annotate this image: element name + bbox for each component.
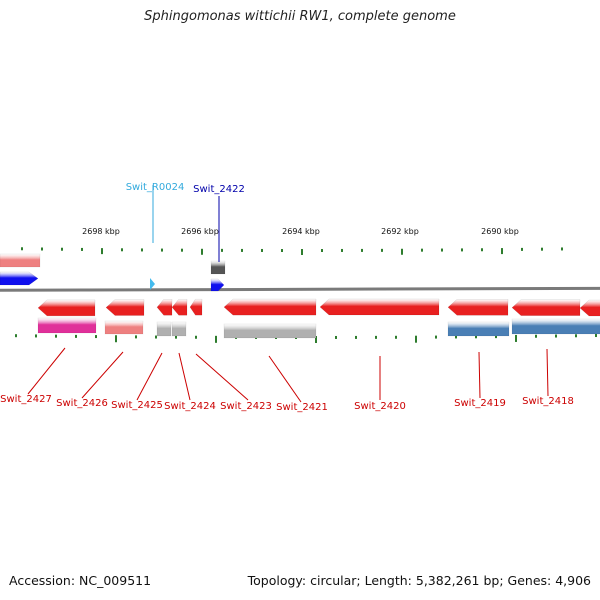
gene-feature bbox=[156, 299, 173, 316]
ruler-label: 2692 kbp bbox=[381, 227, 419, 236]
gene-feature bbox=[511, 299, 581, 316]
gene-label: Swit_2424 bbox=[164, 401, 216, 412]
gene-label: Swit_2421 bbox=[276, 402, 328, 413]
label-leader-line bbox=[27, 347, 66, 395]
label-leader-line bbox=[81, 351, 124, 399]
gene-feature bbox=[223, 323, 317, 339]
gene-label: Swit_2423 bbox=[220, 401, 272, 412]
gene-label: Swit_2418 bbox=[522, 396, 574, 407]
label-leader-line bbox=[268, 355, 302, 403]
gene-feature bbox=[171, 298, 188, 316]
gene-feature bbox=[319, 298, 440, 316]
label-leader-line bbox=[195, 353, 249, 401]
label-leader-line bbox=[136, 352, 163, 401]
gene-label: Swit_2420 bbox=[354, 401, 406, 412]
map-title: Sphingomonas wittichii RW1, complete gen… bbox=[144, 9, 456, 24]
ruler-label: 2698 kbp bbox=[82, 227, 120, 236]
gene-feature bbox=[171, 321, 187, 337]
gene-feature bbox=[37, 317, 97, 334]
genome-backbone bbox=[0, 286, 600, 292]
label-leader-line bbox=[546, 348, 549, 397]
ruler-label: 2690 kbp bbox=[481, 227, 519, 236]
genome-stats: Topology: circular; Length: 5,382,261 bp… bbox=[247, 573, 591, 588]
gene-feature bbox=[156, 321, 172, 337]
gene-feature bbox=[189, 298, 203, 316]
gene-label: Swit_R0024 bbox=[126, 182, 185, 193]
label-leader-line bbox=[178, 352, 191, 401]
gene-feature bbox=[105, 299, 145, 316]
gene-label: Swit_2426 bbox=[56, 398, 108, 409]
gene-label: Swit_2427 bbox=[0, 394, 52, 405]
gene-feature bbox=[223, 298, 317, 316]
ruler-label: 2696 kbp bbox=[181, 227, 219, 236]
gene-label: Swit_2419 bbox=[454, 398, 506, 409]
ruler-label: 2694 kbp bbox=[282, 227, 320, 236]
gene-feature bbox=[150, 278, 155, 290]
gene-feature bbox=[579, 299, 600, 317]
accession-label: Accession: NC_009511 bbox=[9, 573, 152, 588]
gene-feature bbox=[447, 299, 509, 316]
gene-feature bbox=[447, 321, 510, 337]
gene-label: Swit_2422 bbox=[193, 184, 245, 195]
gene-feature bbox=[37, 299, 96, 317]
gene-feature bbox=[511, 318, 600, 335]
gene-feature bbox=[210, 260, 226, 275]
label-leader-line bbox=[478, 351, 481, 399]
gene-feature bbox=[210, 278, 225, 292]
gene-feature bbox=[0, 271, 39, 286]
gene-feature bbox=[0, 253, 41, 268]
gene-feature bbox=[104, 320, 144, 335]
gene-label: Swit_2425 bbox=[111, 400, 163, 411]
